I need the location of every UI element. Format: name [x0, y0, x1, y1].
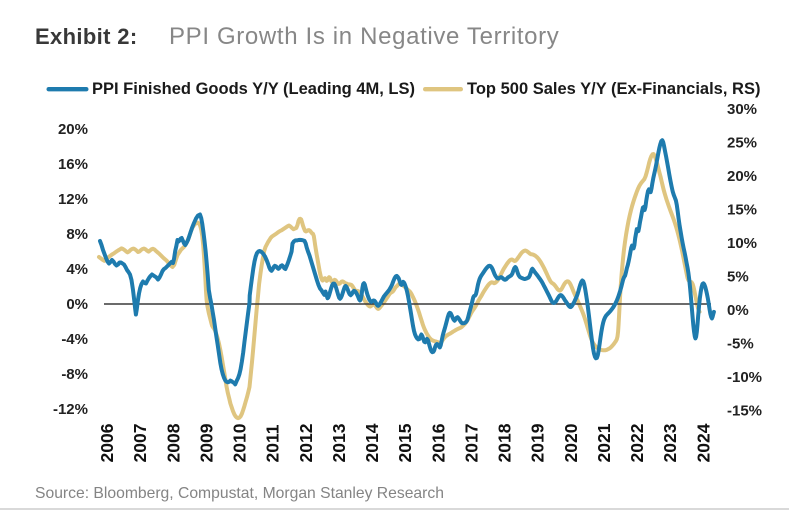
svg-text:2013: 2013 [329, 423, 349, 462]
svg-text:-8%: -8% [61, 366, 88, 383]
svg-text:8%: 8% [66, 226, 88, 243]
svg-text:2018: 2018 [495, 423, 515, 462]
svg-text:2006: 2006 [97, 423, 117, 462]
svg-text:2009: 2009 [196, 423, 216, 462]
svg-text:2021: 2021 [594, 423, 614, 462]
svg-text:20%: 20% [58, 121, 88, 138]
svg-text:2016: 2016 [428, 423, 448, 462]
svg-text:2023: 2023 [660, 423, 680, 462]
svg-text:4%: 4% [66, 261, 88, 278]
svg-text:5%: 5% [727, 269, 749, 286]
svg-text:2024: 2024 [693, 423, 713, 462]
svg-text:2017: 2017 [461, 424, 481, 463]
svg-text:2011: 2011 [263, 424, 283, 462]
svg-text:-10%: -10% [727, 369, 762, 386]
svg-text:Top 500 Sales Y/Y (Ex-Financia: Top 500 Sales Y/Y (Ex-Financials, RS) [467, 80, 760, 98]
svg-text:PPI Finished Goods Y/Y (Leadin: PPI Finished Goods Y/Y (Leading 4M, LS) [92, 80, 415, 98]
svg-text:16%: 16% [58, 156, 88, 173]
svg-text:2020: 2020 [561, 423, 581, 462]
svg-text:2012: 2012 [296, 423, 316, 462]
svg-text:0%: 0% [66, 296, 88, 313]
svg-text:2019: 2019 [528, 423, 548, 462]
svg-text:2007: 2007 [130, 424, 150, 463]
svg-text:2010: 2010 [230, 423, 250, 462]
svg-text:PPI Growth Is in Negative Terr: PPI Growth Is in Negative Territory [169, 23, 559, 50]
svg-text:20%: 20% [727, 168, 757, 185]
svg-text:-15%: -15% [727, 403, 762, 420]
svg-text:-4%: -4% [61, 331, 88, 348]
svg-text:30%: 30% [727, 101, 757, 118]
svg-text:-12%: -12% [53, 401, 88, 418]
svg-text:Source: Bloomberg, Compustat,: Source: Bloomberg, Compustat, Morgan Sta… [35, 485, 444, 502]
svg-text:0%: 0% [727, 302, 749, 319]
svg-text:10%: 10% [727, 235, 757, 252]
svg-text:Exhibit 2:: Exhibit 2: [35, 24, 138, 49]
svg-text:2015: 2015 [395, 423, 415, 462]
svg-text:2022: 2022 [627, 423, 647, 462]
svg-text:15%: 15% [727, 202, 757, 219]
svg-text:2014: 2014 [362, 423, 382, 462]
svg-text:12%: 12% [58, 191, 88, 208]
svg-text:-5%: -5% [727, 336, 754, 353]
svg-text:25%: 25% [727, 135, 757, 152]
svg-text:2008: 2008 [163, 423, 183, 462]
